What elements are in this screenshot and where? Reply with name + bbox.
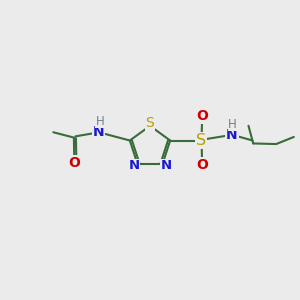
Text: N: N [93, 125, 105, 139]
Text: N: N [226, 128, 238, 142]
Text: H: H [228, 118, 237, 130]
Text: H: H [95, 115, 104, 128]
Text: O: O [68, 156, 80, 170]
Text: O: O [196, 110, 208, 123]
Text: O: O [196, 158, 208, 172]
Text: N: N [160, 159, 172, 172]
Text: N: N [128, 159, 140, 172]
Text: S: S [146, 116, 154, 130]
Text: S: S [196, 133, 206, 148]
